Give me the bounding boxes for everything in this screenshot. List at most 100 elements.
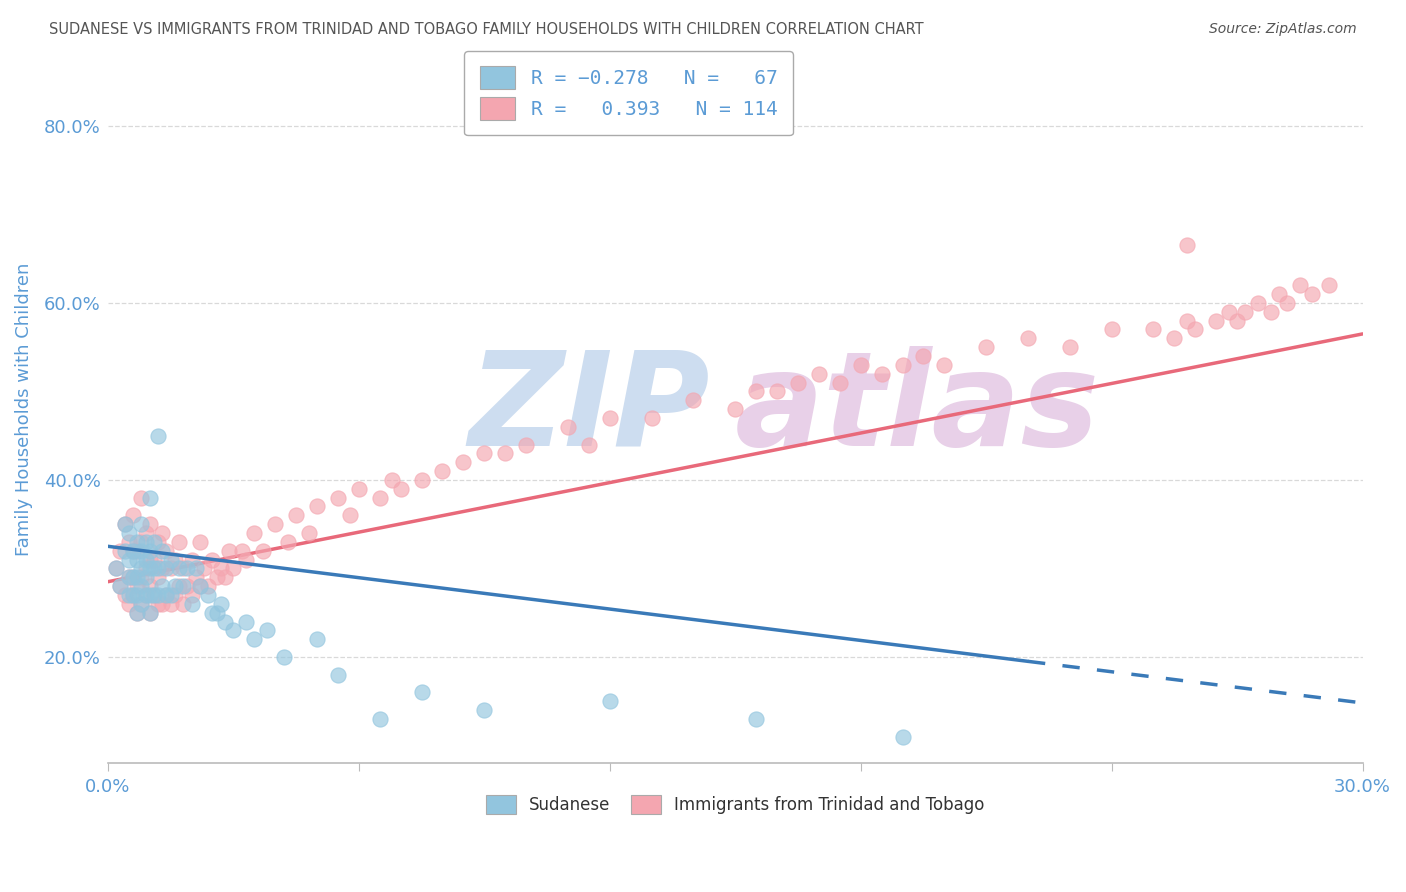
Point xyxy=(155,588,177,602)
Point xyxy=(118,597,141,611)
Point xyxy=(849,358,872,372)
Point xyxy=(870,367,893,381)
Point xyxy=(139,606,162,620)
Point xyxy=(188,534,211,549)
Point xyxy=(368,712,391,726)
Point xyxy=(127,543,149,558)
Point xyxy=(139,606,162,620)
Text: Source: ZipAtlas.com: Source: ZipAtlas.com xyxy=(1209,22,1357,37)
Point xyxy=(243,632,266,647)
Point xyxy=(131,597,153,611)
Point xyxy=(1017,331,1039,345)
Point xyxy=(277,534,299,549)
Point xyxy=(159,561,181,575)
Point xyxy=(1175,238,1198,252)
Point xyxy=(745,384,768,399)
Point xyxy=(131,534,153,549)
Point xyxy=(127,606,149,620)
Point xyxy=(163,552,186,566)
Point xyxy=(131,579,153,593)
Point xyxy=(214,615,236,629)
Point xyxy=(1317,278,1340,293)
Point xyxy=(139,588,162,602)
Point xyxy=(118,526,141,541)
Point xyxy=(578,437,600,451)
Point xyxy=(122,588,145,602)
Point xyxy=(298,526,321,541)
Point xyxy=(127,552,149,566)
Point xyxy=(139,491,162,505)
Point xyxy=(368,491,391,505)
Point xyxy=(146,428,169,442)
Point xyxy=(891,358,914,372)
Point xyxy=(326,667,349,681)
Point xyxy=(1301,287,1323,301)
Point xyxy=(214,570,236,584)
Point xyxy=(339,508,361,523)
Point xyxy=(150,543,173,558)
Point xyxy=(118,570,141,584)
Point xyxy=(139,543,162,558)
Point xyxy=(180,588,202,602)
Point xyxy=(411,685,433,699)
Point xyxy=(110,579,132,593)
Point xyxy=(745,712,768,726)
Point xyxy=(1205,313,1227,327)
Point xyxy=(934,358,956,372)
Point xyxy=(142,588,165,602)
Point xyxy=(180,597,202,611)
Point xyxy=(494,446,516,460)
Point xyxy=(167,579,190,593)
Point xyxy=(326,491,349,505)
Point xyxy=(231,543,253,558)
Point xyxy=(127,606,149,620)
Point xyxy=(197,588,219,602)
Point xyxy=(150,526,173,541)
Point xyxy=(114,543,136,558)
Point xyxy=(135,561,157,575)
Point xyxy=(159,552,181,566)
Point xyxy=(305,632,328,647)
Point xyxy=(131,597,153,611)
Point xyxy=(201,606,224,620)
Point xyxy=(235,552,257,566)
Point xyxy=(472,703,495,717)
Point xyxy=(347,482,370,496)
Point xyxy=(150,579,173,593)
Point xyxy=(389,482,412,496)
Point xyxy=(155,588,177,602)
Point xyxy=(184,561,207,575)
Point xyxy=(131,570,153,584)
Point xyxy=(193,561,215,575)
Point xyxy=(118,588,141,602)
Point xyxy=(515,437,537,451)
Point xyxy=(159,597,181,611)
Point xyxy=(135,588,157,602)
Point xyxy=(273,649,295,664)
Point xyxy=(472,446,495,460)
Point xyxy=(724,402,747,417)
Point xyxy=(1234,305,1257,319)
Point xyxy=(974,340,997,354)
Point xyxy=(180,552,202,566)
Point xyxy=(205,606,228,620)
Point xyxy=(201,552,224,566)
Point xyxy=(172,579,194,593)
Point xyxy=(127,534,149,549)
Point xyxy=(131,561,153,575)
Point xyxy=(122,570,145,584)
Point xyxy=(142,588,165,602)
Point xyxy=(155,543,177,558)
Point xyxy=(118,552,141,566)
Legend: Sudanese, Immigrants from Trinidad and Tobago: Sudanese, Immigrants from Trinidad and T… xyxy=(474,783,995,826)
Point xyxy=(163,579,186,593)
Point xyxy=(1163,331,1185,345)
Point xyxy=(150,597,173,611)
Point xyxy=(114,588,136,602)
Point xyxy=(305,500,328,514)
Point xyxy=(110,579,132,593)
Point xyxy=(252,543,274,558)
Point xyxy=(1101,322,1123,336)
Point xyxy=(1260,305,1282,319)
Point xyxy=(188,579,211,593)
